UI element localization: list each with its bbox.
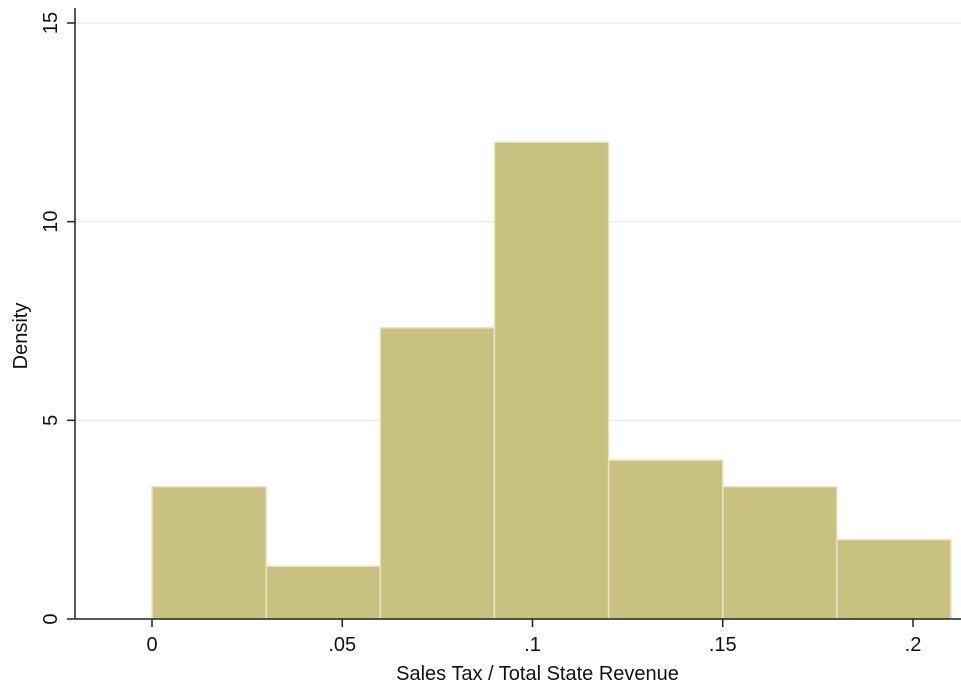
bar-6 (836, 538, 952, 620)
axes (74, 8, 961, 620)
y-tick-label: 15 (40, 12, 62, 34)
histogram-bars (151, 141, 952, 620)
y-axis-title: Density (10, 303, 32, 370)
x-tick-label: .1 (524, 634, 541, 656)
y-tick-label: 5 (40, 415, 62, 426)
bar-1 (265, 565, 382, 620)
bar-3 (493, 141, 610, 620)
x-tick-label: .05 (328, 634, 356, 656)
x-tick-label: 0 (146, 634, 157, 656)
x-tick-label: .15 (709, 634, 737, 656)
bar-0 (151, 485, 267, 620)
y-tick-label: 10 (40, 211, 62, 233)
bar-4 (607, 459, 724, 620)
x-axis-title: Sales Tax / Total State Revenue (396, 663, 679, 685)
axis-ticks: 0 .05 .1 .15 .2 0 5 10 15 (40, 12, 921, 656)
bar-2 (379, 327, 496, 620)
y-tick-label: 0 (40, 613, 62, 624)
x-tick-label: .2 (905, 634, 922, 656)
bar-5 (722, 485, 838, 620)
